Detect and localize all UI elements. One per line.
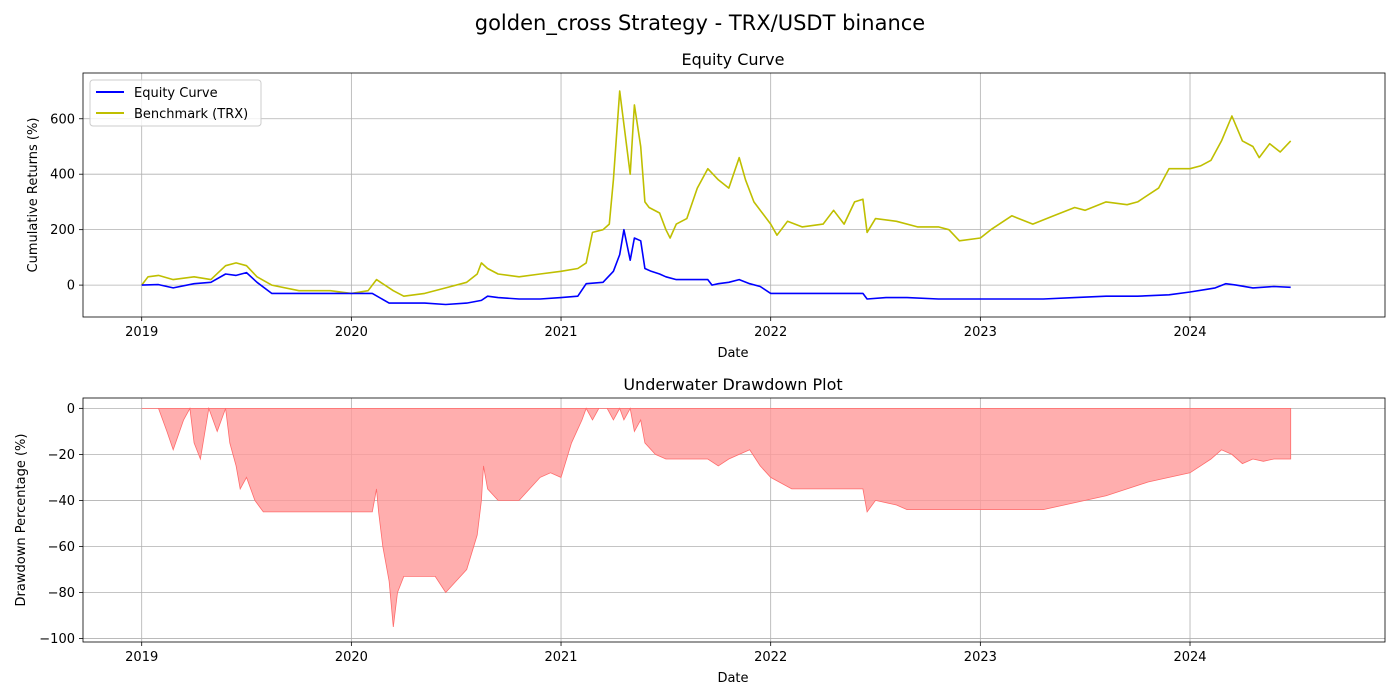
drawdown-y-tick-label: −40 xyxy=(48,494,75,509)
equity-x-tick-label: 2022 xyxy=(754,325,787,340)
drawdown-y-tick-label: 0 xyxy=(67,402,75,417)
drawdown-x-tick-label: 2021 xyxy=(544,650,577,665)
drawdown-y-axis-label: Drawdown Percentage (%) xyxy=(14,434,29,607)
drawdown-y-tick-label: −60 xyxy=(48,540,75,555)
legend-label-equity: Equity Curve xyxy=(134,86,218,101)
drawdown-y-tick-label: −20 xyxy=(48,448,75,463)
equity-x-tick-label: 2019 xyxy=(125,325,158,340)
drawdown-axes-frame xyxy=(82,397,1386,643)
equity-x-axis-label: Date xyxy=(717,346,748,361)
drawdown-plot-area xyxy=(141,406,1292,628)
equity-x-tick-label: 2024 xyxy=(1173,325,1206,340)
equity-y-axis-label: Cumulative Returns (%) xyxy=(26,118,41,273)
equity-y-tick-label: 200 xyxy=(50,223,75,238)
drawdown-x-tick-label: 2024 xyxy=(1173,650,1206,665)
equity-x-tick-label: 2021 xyxy=(544,325,577,340)
legend: Equity Curve Benchmark (TRX) xyxy=(89,79,262,127)
equity-x-ticks: 2019 2020 2021 2022 2023 2024 xyxy=(125,317,1207,340)
drawdown-area xyxy=(141,406,1292,628)
drawdown-x-ticks: 2019 2020 2021 2022 2023 2024 xyxy=(125,642,1207,665)
drawdown-x-tick-label: 2020 xyxy=(335,650,368,665)
drawdown-y-tick-label: −100 xyxy=(39,632,75,647)
drawdown-title: Underwater Drawdown Plot xyxy=(623,375,842,394)
equity-curve-title: Equity Curve xyxy=(682,50,785,69)
drawdown-y-ticks: 0 −20 −40 −60 −80 −100 xyxy=(39,402,83,647)
equity-plot-area xyxy=(141,90,1292,306)
equity-y-tick-label: 400 xyxy=(50,168,75,183)
equity-x-tick-label: 2023 xyxy=(964,325,997,340)
drawdown-x-tick-label: 2022 xyxy=(754,650,787,665)
equity-x-tick-label: 2020 xyxy=(335,325,368,340)
drawdown-axes: Underwater Drawdown Plot 2019 2020 2021 202… xyxy=(14,375,1386,686)
figure-title: golden_cross Strategy - TRX/USDT binance xyxy=(475,11,925,36)
legend-label-benchmark: Benchmark (TRX) xyxy=(134,107,248,122)
drawdown-x-tick-label: 2023 xyxy=(964,650,997,665)
drawdown-y-tick-label: −80 xyxy=(48,586,75,601)
drawdown-x-tick-label: 2019 xyxy=(125,650,158,665)
drawdown-x-axis-label: Date xyxy=(717,671,748,686)
equity-y-tick-label: 600 xyxy=(50,112,75,127)
benchmark-line xyxy=(141,90,1292,298)
legend-box xyxy=(89,79,262,127)
equity-curve-axes: Equity Curve 2019 2020 2021 2022 2023 2024 0 2… xyxy=(26,50,1386,361)
equity-y-ticks: 0 200 400 600 xyxy=(50,112,83,294)
equity-y-tick-label: 0 xyxy=(67,279,75,294)
equity-axes-frame xyxy=(82,72,1386,318)
equity-curve-line xyxy=(141,228,1291,306)
